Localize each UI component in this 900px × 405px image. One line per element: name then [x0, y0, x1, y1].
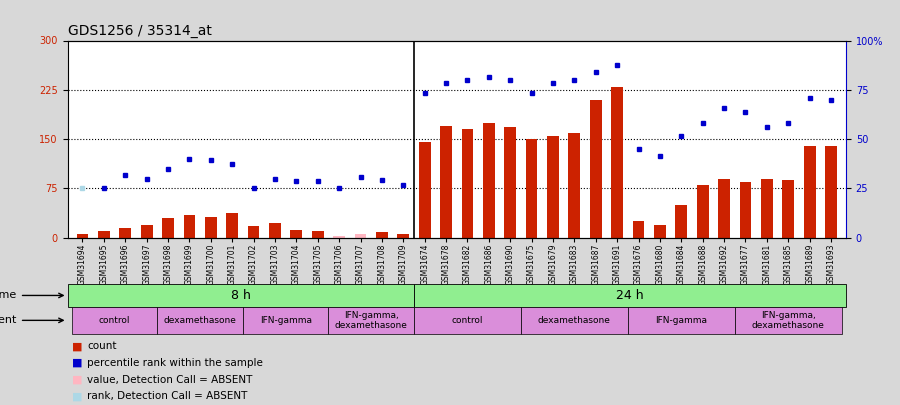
Bar [355, 234, 366, 238]
Bar [504, 127, 516, 238]
Bar [269, 223, 281, 238]
Bar [328, 307, 414, 334]
Text: dexamethasone: dexamethasone [164, 316, 237, 325]
Text: rank, Detection Call = ABSENT: rank, Detection Call = ABSENT [87, 391, 248, 401]
Bar [291, 230, 302, 238]
Text: ■: ■ [72, 375, 83, 385]
Bar [521, 307, 628, 334]
Bar [398, 234, 410, 238]
Text: agent: agent [0, 315, 63, 325]
Bar [243, 307, 328, 334]
Text: count: count [87, 341, 117, 351]
Bar [120, 228, 131, 238]
Text: time: time [0, 290, 63, 301]
Bar [654, 225, 666, 238]
Bar [158, 307, 243, 334]
Bar [547, 136, 559, 238]
Bar [226, 213, 239, 238]
Bar [184, 215, 195, 238]
Bar [675, 205, 688, 238]
Bar [68, 284, 414, 307]
Bar [414, 307, 521, 334]
Bar [248, 226, 259, 238]
Text: ■: ■ [72, 358, 83, 368]
Bar [333, 236, 345, 238]
Bar [462, 129, 473, 238]
Bar [414, 284, 846, 307]
Bar [376, 232, 388, 238]
Bar [162, 218, 174, 238]
Bar [140, 225, 152, 238]
Bar [740, 182, 752, 238]
Text: IFN-gamma,
dexamethasone: IFN-gamma, dexamethasone [752, 311, 824, 330]
Text: 8 h: 8 h [230, 289, 251, 302]
Bar [526, 139, 537, 238]
Text: IFN-gamma: IFN-gamma [260, 316, 311, 325]
Text: GDS1256 / 35314_at: GDS1256 / 35314_at [68, 24, 211, 38]
Text: control: control [99, 316, 130, 325]
Text: ■: ■ [72, 391, 83, 401]
Bar [633, 221, 644, 238]
Bar [718, 179, 730, 238]
Bar [205, 217, 217, 238]
Bar [440, 126, 452, 238]
Bar [825, 146, 837, 238]
Bar [72, 307, 158, 334]
Text: ■: ■ [72, 341, 83, 351]
Bar [734, 307, 842, 334]
Text: control: control [452, 316, 483, 325]
Text: IFN-gamma,
dexamethasone: IFN-gamma, dexamethasone [335, 311, 408, 330]
Bar [590, 100, 601, 238]
Text: IFN-gamma: IFN-gamma [655, 316, 707, 325]
Bar [782, 180, 794, 238]
Text: 24 h: 24 h [616, 289, 643, 302]
Text: dexamethasone: dexamethasone [538, 316, 611, 325]
Bar [312, 231, 324, 238]
Bar [418, 143, 430, 238]
Bar [611, 87, 623, 238]
Bar [697, 185, 708, 238]
Bar [76, 234, 88, 238]
Bar [628, 307, 734, 334]
Bar [98, 231, 110, 238]
Bar [569, 132, 580, 238]
Bar [483, 123, 495, 238]
Bar [804, 146, 815, 238]
Bar [761, 179, 773, 238]
Text: percentile rank within the sample: percentile rank within the sample [87, 358, 263, 368]
Text: value, Detection Call = ABSENT: value, Detection Call = ABSENT [87, 375, 253, 385]
